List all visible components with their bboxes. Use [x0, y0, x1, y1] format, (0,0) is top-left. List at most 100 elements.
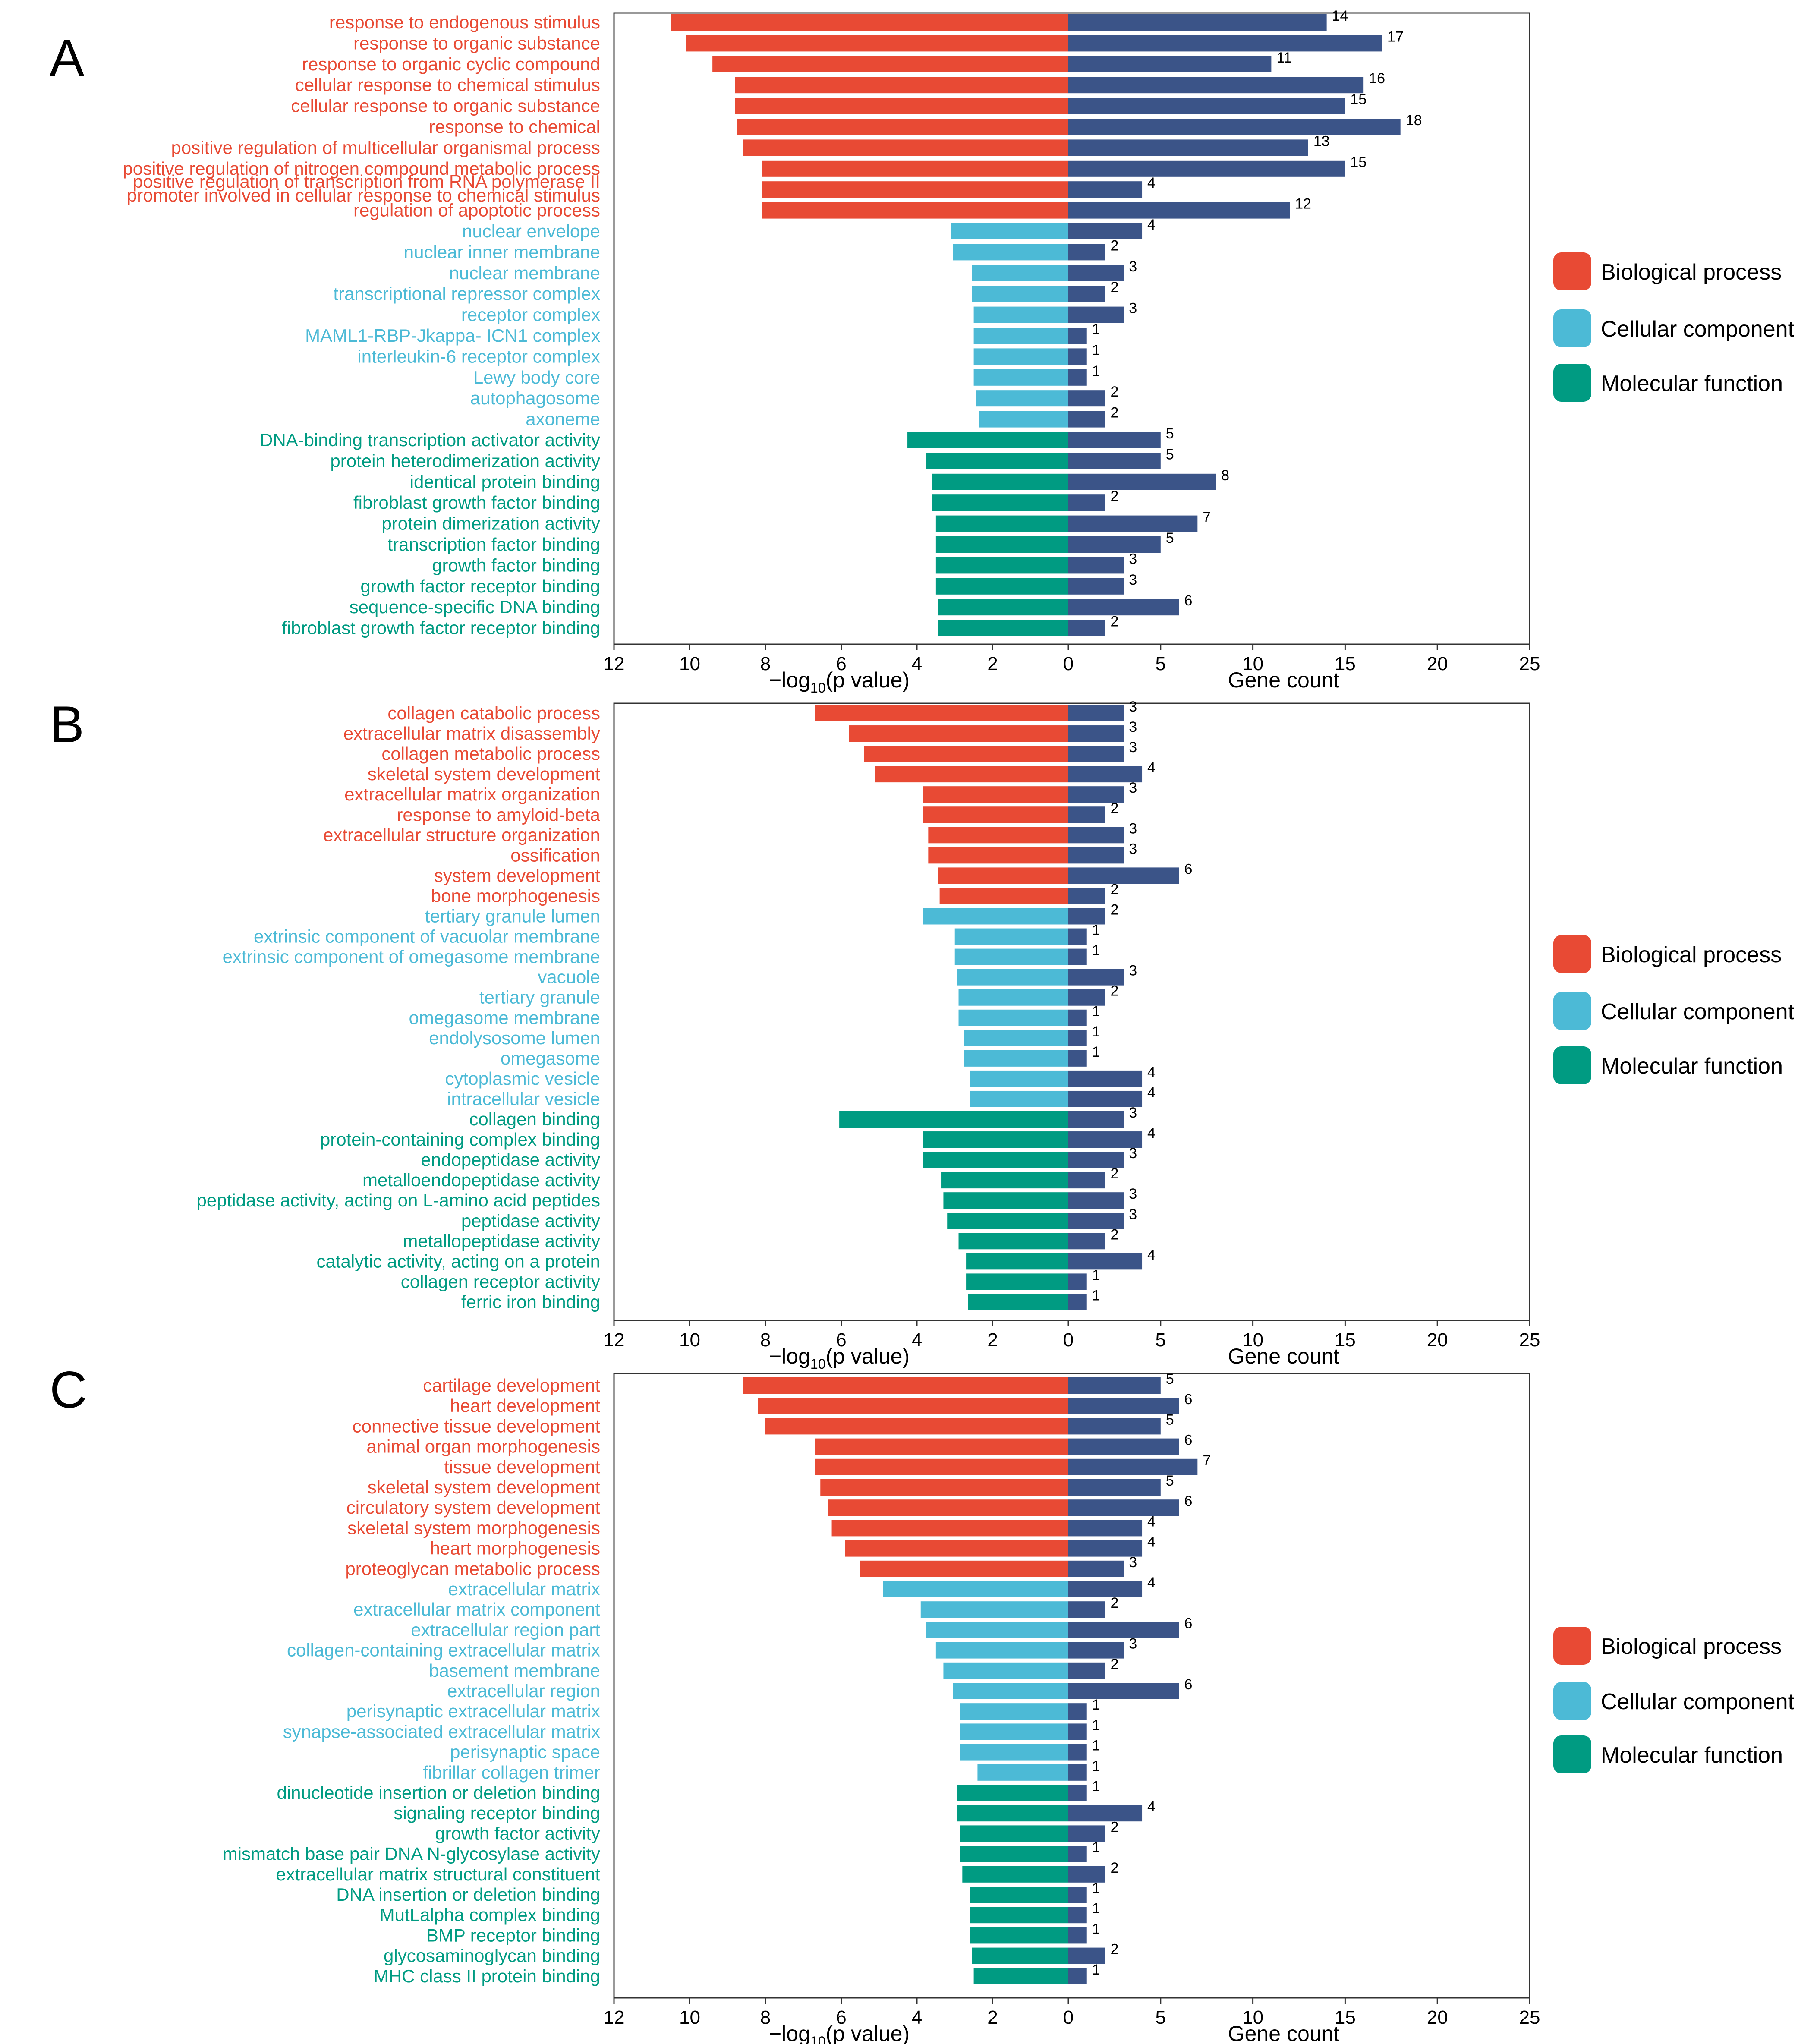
term-label: cellular response to organic substance: [291, 96, 600, 116]
gene-count-bar: [1068, 1090, 1143, 1107]
gene-count-bar: [1068, 1927, 1087, 1944]
pvalue-bar: [923, 806, 1068, 823]
gene-count-label: 1: [1092, 1778, 1100, 1795]
gene-count-bar: [1068, 1703, 1087, 1720]
pvalue-bar: [970, 1090, 1068, 1107]
gene-count-label: 3: [1129, 841, 1137, 857]
gene-count-label: 1: [1092, 1697, 1100, 1713]
x-tick-label: 0: [1063, 2007, 1074, 2028]
x-tick-label: 0: [1063, 653, 1074, 674]
gene-count-label: 1: [1092, 1758, 1100, 1774]
x-tick-label: 4: [912, 653, 922, 674]
gene-count-bar: [1068, 1825, 1105, 1842]
term-label: extracellular matrix disassembly: [343, 723, 600, 743]
term-label: BMP receptor binding: [426, 1925, 600, 1945]
gene-count-bar: [1068, 77, 1364, 94]
x-tick-label: 8: [760, 2007, 771, 2028]
legend-swatch: [1553, 309, 1591, 347]
term-label: tertiary granule lumen: [425, 906, 600, 926]
gene-count-bar: [1068, 1866, 1105, 1883]
x-tick-label: 15: [1335, 653, 1356, 674]
gene-count-bar: [1068, 847, 1124, 864]
x-tick-label: 15: [1335, 2007, 1356, 2028]
pvalue-bar: [845, 1540, 1068, 1557]
term-label: nuclear membrane: [449, 263, 600, 283]
gene-count-label: 3: [1129, 258, 1137, 275]
x-tick-label: 2: [987, 2007, 998, 2028]
pvalue-bar: [815, 705, 1068, 721]
gene-count-label: 2: [1111, 237, 1119, 254]
gene-count-label: 6: [1184, 1615, 1193, 1631]
pvalue-bar: [815, 1438, 1068, 1455]
gene-count-bar: [1068, 1907, 1087, 1924]
term-label: MutLalpha complex binding: [380, 1905, 600, 1925]
x-tick-label: 25: [1519, 653, 1540, 674]
pvalue-bar: [938, 599, 1068, 616]
term-label: response to chemical: [429, 117, 600, 137]
x-tick-label: 8: [760, 653, 771, 674]
pvalue-bar: [968, 1294, 1068, 1310]
gene-count-bar: [1068, 139, 1308, 156]
legend-label: Biological process: [1601, 1634, 1782, 1659]
x-tick-label: 20: [1427, 1329, 1448, 1351]
gene-count-bar: [1068, 620, 1105, 636]
pvalue-bar: [960, 1723, 1068, 1740]
gene-count-bar: [1068, 1887, 1087, 1903]
left-axis-label: −log10(p value): [769, 2022, 910, 2044]
gene-count-label: 2: [1111, 881, 1119, 898]
gene-count-bar: [1068, 181, 1143, 198]
gene-count-bar: [1068, 1846, 1087, 1862]
term-label: DNA-binding transcription activator acti…: [260, 430, 600, 450]
gene-count-label: 15: [1350, 154, 1367, 170]
left-axis-label: −log10(p value): [769, 668, 910, 696]
gene-count-label: 1: [1092, 342, 1100, 358]
term-label: ossification: [510, 845, 600, 865]
gene-count-bar: [1068, 1642, 1124, 1659]
pvalue-bar: [970, 1907, 1068, 1924]
gene-count-bar: [1068, 1683, 1179, 1699]
pvalue-bar: [815, 1458, 1068, 1475]
legend-swatch: [1553, 1735, 1591, 1773]
legend-label: Cellular component: [1601, 317, 1795, 342]
pvalue-bar: [938, 620, 1068, 636]
term-label: protein dimerization activity: [381, 513, 600, 534]
x-tick-label: 4: [912, 1329, 922, 1351]
pvalue-bar: [765, 1418, 1068, 1435]
right-axis-label: Gene count: [1228, 2022, 1340, 2044]
term-label: extracellular region: [447, 1681, 600, 1701]
gene-count-bar: [1068, 1233, 1105, 1250]
gene-count-label: 3: [1129, 1206, 1137, 1222]
plot-frame: [613, 702, 1530, 1321]
term-label: DNA insertion or deletion binding: [336, 1884, 600, 1905]
panel-label: C: [50, 1361, 87, 1419]
gene-count-label: 3: [1129, 551, 1137, 567]
gene-count-bar: [1068, 948, 1087, 965]
gene-count-label: 1: [1092, 1287, 1100, 1304]
pvalue-bar: [849, 725, 1068, 742]
gene-count-label: 3: [1129, 780, 1137, 796]
pvalue-bar: [928, 847, 1068, 864]
gene-count-bar: [1068, 705, 1124, 721]
gene-count-label: 5: [1166, 530, 1174, 546]
term-label: extracellular matrix: [448, 1579, 600, 1599]
pvalue-bar: [686, 35, 1068, 52]
x-tick-label: 10: [1242, 653, 1263, 674]
x-tick-label: 10: [679, 2007, 700, 2028]
gene-count-label: 1: [1092, 922, 1100, 939]
pvalue-bar: [958, 989, 1068, 1006]
gene-count-bar: [1068, 786, 1124, 803]
term-label: basement membrane: [429, 1660, 600, 1681]
gene-count-bar: [1068, 160, 1345, 177]
gene-count-label: 2: [1111, 1860, 1119, 1876]
gene-count-label: 2: [1111, 983, 1119, 999]
gene-count-bar: [1068, 1520, 1143, 1537]
gene-count-bar: [1068, 14, 1327, 31]
x-tick-label: 6: [836, 2007, 846, 2028]
term-label: receptor complex: [461, 305, 600, 325]
pvalue-bar: [923, 908, 1068, 925]
gene-count-bar: [1068, 244, 1105, 261]
gene-count-bar: [1068, 286, 1105, 302]
term-label: identical protein binding: [410, 472, 600, 492]
pvalue-bar: [976, 390, 1068, 407]
